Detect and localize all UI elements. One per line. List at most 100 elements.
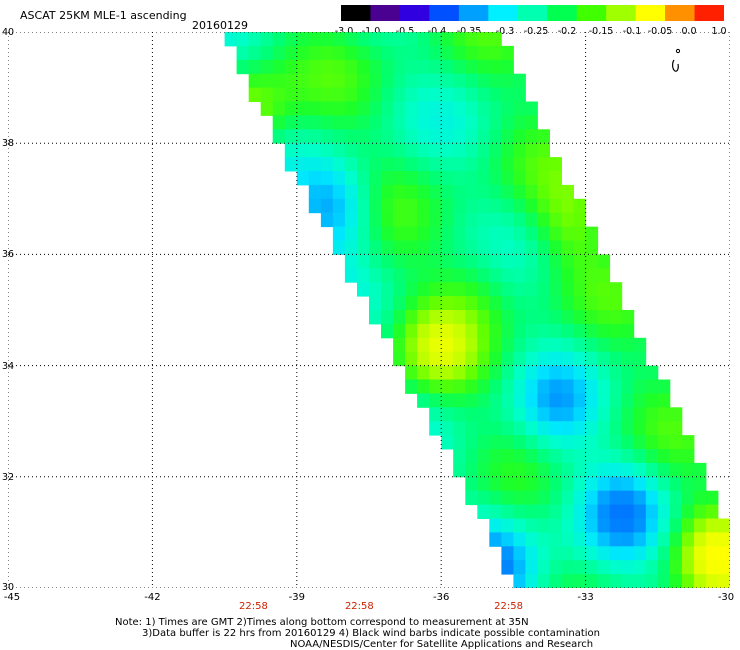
swath-cell	[669, 546, 683, 561]
swath-cell	[513, 212, 526, 228]
swath-cell	[609, 310, 623, 325]
swath-cell	[453, 323, 466, 339]
swath-cell	[621, 504, 635, 519]
swath-cell	[561, 212, 574, 228]
swath-cell	[429, 268, 442, 283]
swath-cell	[320, 212, 334, 228]
swath-cell	[537, 171, 550, 186]
swath-cell	[513, 268, 526, 283]
swath-cell	[537, 504, 550, 519]
swath-cell	[585, 490, 599, 506]
swath-cell	[417, 157, 430, 172]
swath-cell	[453, 435, 466, 450]
swath-cell	[585, 449, 599, 464]
swath-cell	[573, 393, 587, 408]
pass-time-label: 22:58	[344, 601, 374, 612]
swath-cell	[573, 476, 587, 492]
swath-cell	[453, 379, 466, 394]
swath-cell	[381, 198, 394, 214]
swath-cell	[236, 59, 250, 75]
swath-cell	[357, 254, 370, 269]
swath-cell	[357, 226, 370, 241]
swath-cell	[489, 407, 502, 422]
swath-cell	[501, 407, 514, 422]
swath-cell	[537, 365, 550, 380]
swath-cell	[236, 32, 250, 47]
swath-cell	[344, 87, 358, 102]
swath-cell	[549, 212, 562, 228]
swath-cell	[357, 45, 370, 61]
swath-cell	[537, 407, 550, 422]
swath-cell	[393, 282, 406, 297]
swath-cell	[537, 393, 550, 408]
y-tick-label: 38	[2, 138, 15, 150]
swath-cell	[429, 45, 442, 61]
swath-cell	[513, 560, 526, 575]
swath-cell	[489, 518, 502, 533]
swath-cell	[405, 379, 418, 394]
swath-cell	[453, 45, 466, 61]
swath-cell	[357, 101, 370, 116]
swath-cell	[344, 268, 358, 283]
swath-cell	[429, 115, 442, 130]
swath-cell	[621, 379, 635, 394]
swath-cell	[357, 268, 370, 283]
swath-cell	[465, 337, 478, 353]
swath-cell	[477, 45, 490, 61]
swath-cell	[573, 532, 587, 547]
swath-cell	[296, 32, 310, 47]
swath-cell	[308, 87, 322, 102]
swath-cell	[453, 365, 466, 380]
swath-cell	[393, 198, 406, 214]
swath-cell	[525, 421, 538, 436]
swath-cell	[537, 184, 550, 200]
swath-cell	[549, 462, 562, 478]
swath-cell	[296, 171, 310, 186]
swath-cell	[465, 323, 478, 339]
swath-cell	[633, 476, 647, 492]
swath-cell	[597, 490, 611, 506]
swath-cell	[573, 490, 587, 506]
swath-cell	[621, 365, 635, 380]
swath-cell	[296, 129, 310, 144]
swath-cell	[657, 546, 671, 561]
swath-cell	[489, 504, 502, 519]
swath-cell	[381, 310, 394, 325]
colorbar-swatch	[665, 5, 696, 21]
swath-cell	[573, 560, 587, 575]
swath-cell	[272, 115, 286, 130]
colorbar-tick-label: -1.0	[361, 26, 381, 37]
swath-cell	[513, 407, 526, 422]
swath-cell	[405, 323, 418, 339]
swath-cell	[489, 73, 502, 89]
swath-cell	[284, 59, 298, 75]
swath-cell	[489, 282, 502, 297]
swath-cell	[465, 184, 478, 200]
swath-cell	[441, 129, 454, 144]
swath-cell	[585, 240, 599, 255]
swath-cell	[561, 532, 574, 547]
swath-cell	[477, 32, 490, 47]
swath-cell	[429, 87, 442, 102]
swath-cell	[320, 184, 334, 200]
swath-cell	[609, 532, 623, 547]
swath-cell	[525, 518, 538, 533]
swath-cell	[525, 462, 538, 478]
swath-cell	[561, 254, 574, 269]
swath-cell	[573, 240, 587, 255]
swath-cell	[657, 504, 671, 519]
swath-cell	[645, 532, 659, 547]
swath-cell	[609, 504, 623, 519]
swath-cell	[585, 282, 599, 297]
swath-cell	[453, 393, 466, 408]
swath-cell	[453, 462, 466, 478]
swath-cell	[549, 435, 562, 450]
swath-cell	[597, 435, 611, 450]
swath-cell	[513, 546, 526, 561]
swath-cell	[621, 393, 635, 408]
swath-cell	[585, 546, 599, 561]
swath-cell	[609, 282, 623, 297]
swath-cell	[597, 574, 611, 588]
swath-cell	[441, 365, 454, 380]
swath-cell	[489, 435, 502, 450]
